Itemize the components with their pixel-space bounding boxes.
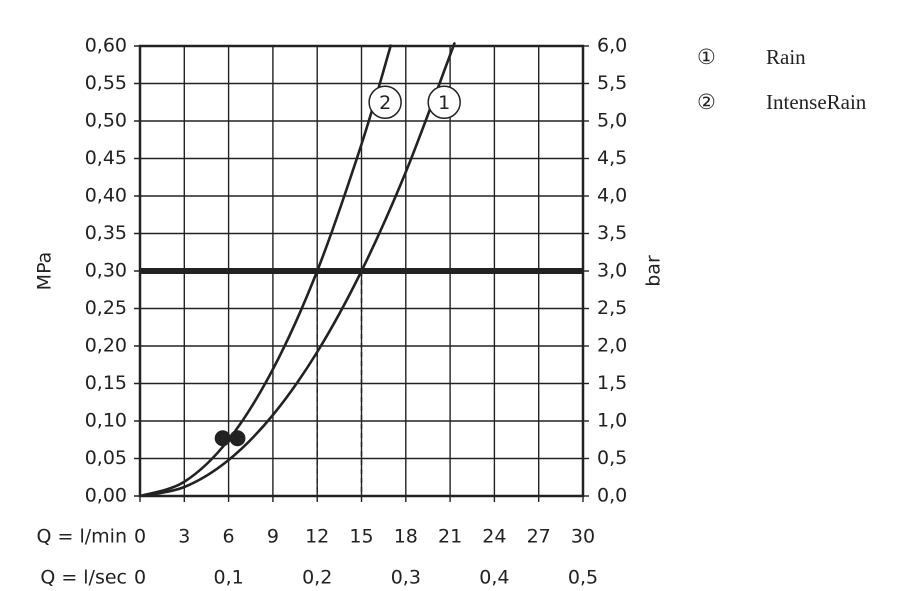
y-tick-label: 0,50 [85,110,127,132]
x-tick-label: 30 [571,526,595,548]
legend: ① Rain ② IntenseRain [697,45,867,114]
y-tick-label: 0,55 [85,72,127,94]
y-tick-label: 0,35 [85,222,127,244]
curve-label-circle [368,85,402,119]
x2-tick-label: 0,1 [213,567,243,589]
x-tick-label: 9 [267,526,279,548]
y2-tick-label: 0,0 [597,485,627,507]
curve-label: 2 [379,92,391,114]
point [229,430,246,447]
y2-tick-label: 1,0 [597,410,627,432]
y-tick-label: 0,45 [85,147,127,169]
y-tick-label: 0,10 [85,410,127,432]
curve-label-circle [427,85,461,119]
x2-tick-label: 0,2 [302,567,332,589]
x-tick-label: 21 [438,526,462,548]
x-tick-label: 3 [178,526,190,548]
y2-tick-label: 0,5 [597,447,627,469]
x2-axis-label: Q = l/sec [40,567,127,589]
y-tick-label: 0,05 [85,447,127,469]
y-tick-label: 0,00 [85,485,127,507]
y2-tick-label: 2,5 [597,297,627,319]
x-tick-label: 18 [394,526,418,548]
legend-marker: ② [697,90,716,114]
point [214,430,231,447]
y2-tick-label: 4,5 [597,147,627,169]
x2-tick-label: 0,3 [391,567,421,589]
x-axis-label: Q = l/min [37,526,127,548]
y2-tick-label: 3,0 [597,260,627,282]
y2-tick-label: 6,0 [597,35,627,57]
y2-tick-label: 4,0 [597,185,627,207]
curve-label: 1 [438,92,450,114]
x-tick-label: 24 [482,526,506,548]
y2-tick-label: 5,5 [597,72,627,94]
y-tick-label: 0,20 [85,335,127,357]
x-tick-label: 15 [349,526,373,548]
y2-tick-label: 5,0 [597,110,627,132]
legend-label: Rain [766,45,806,69]
x-tick-label: 27 [527,526,551,548]
y2-tick-label: 1,5 [597,372,627,394]
y-axis-label: MPa [34,252,56,291]
y2-tick-label: 2,0 [597,335,627,357]
x-tick-label: 6 [223,526,235,548]
x2-tick-label: 0,4 [479,567,509,589]
y2-tick-label: 3,5 [597,222,627,244]
y-tick-label: 0,60 [85,35,127,57]
legend-marker: ① [697,45,716,69]
legend-label: IntenseRain [766,90,867,114]
y-tick-label: 0,40 [85,185,127,207]
x-tick-label: 12 [305,526,329,548]
y-tick-label: 0,25 [85,297,127,319]
y-tick-label: 0,30 [85,260,127,282]
x2-tick-label: 0,5 [568,567,598,589]
x2-tick-label: 0 [134,567,146,589]
y2-axis-label: bar [643,255,665,287]
curve [139,44,393,498]
y-tick-label: 0,15 [85,372,127,394]
x-tick-label: 0 [134,526,146,548]
